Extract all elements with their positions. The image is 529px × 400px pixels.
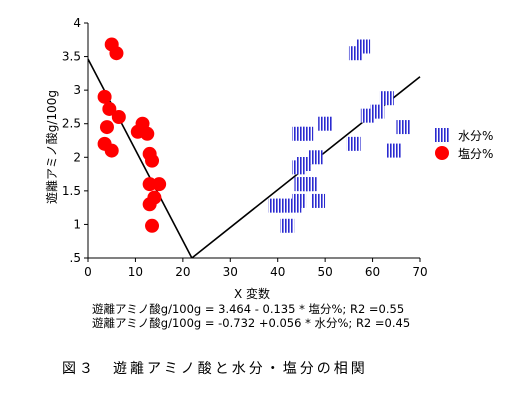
water-point bbox=[296, 157, 311, 171]
y-tick-label: 3 bbox=[73, 83, 81, 97]
salt-point bbox=[111, 110, 126, 124]
x-tick-label: 10 bbox=[128, 265, 143, 279]
water-point bbox=[275, 198, 290, 213]
water-point bbox=[308, 150, 323, 165]
salt-point bbox=[145, 218, 160, 233]
legend-water-label: 水分% bbox=[458, 129, 493, 143]
water-point bbox=[299, 126, 314, 141]
water-point bbox=[318, 116, 333, 131]
fit-lines bbox=[87, 58, 421, 259]
x-tick-label: 60 bbox=[365, 265, 380, 279]
y-axis-label: 遊離アミノ酸g/100g bbox=[44, 90, 59, 204]
water-point bbox=[346, 136, 361, 151]
salt-point bbox=[99, 120, 114, 135]
x-tick-label: 50 bbox=[318, 265, 333, 279]
y-tick-label: 2 bbox=[73, 150, 81, 164]
legend: 水分% 塩分% bbox=[435, 128, 493, 161]
figure-caption: 図３ 遊離アミノ酸と水分・塩分の相関 bbox=[62, 361, 368, 377]
water-point bbox=[370, 104, 385, 119]
y-tick-label: 1.5 bbox=[62, 184, 81, 198]
water-point bbox=[280, 218, 295, 233]
y-tick-label: 3.5 bbox=[62, 50, 81, 64]
x-tick-label: 0 bbox=[84, 265, 92, 279]
salt-point bbox=[145, 153, 160, 168]
legend-water-marker bbox=[435, 128, 449, 142]
equation-water: 遊離アミノ酸g/100g = -0.732 +0.056 * 水分%; R2 =… bbox=[92, 316, 410, 330]
y-tick-label: 4 bbox=[73, 16, 81, 30]
water-point bbox=[379, 91, 394, 106]
salt-point bbox=[152, 177, 167, 192]
x-tick-label: 30 bbox=[223, 265, 238, 279]
salt-point bbox=[109, 46, 124, 61]
x-tick-label: 20 bbox=[175, 265, 190, 279]
salt-point bbox=[104, 143, 119, 158]
water-point bbox=[311, 193, 326, 208]
water-point bbox=[356, 39, 371, 54]
equation-salt: 遊離アミノ酸g/100g = 3.464 - 0.135 * 塩分%; R2 =… bbox=[92, 302, 404, 316]
salt-point bbox=[97, 89, 112, 104]
x-tick-label: 70 bbox=[412, 265, 427, 279]
water-point bbox=[292, 193, 307, 208]
fit-line-salt bbox=[87, 58, 193, 259]
salt-point bbox=[140, 126, 155, 141]
legend-salt-marker bbox=[435, 146, 449, 160]
y-tick-label: 1 bbox=[73, 217, 81, 231]
y-tick-label: .5 bbox=[70, 251, 81, 265]
salt-series bbox=[97, 37, 167, 233]
water-point bbox=[386, 143, 401, 158]
salt-point bbox=[102, 101, 117, 116]
axes: .511.522.533.540 10 20 30 40 50 60 70 bbox=[62, 16, 428, 279]
x-axis-label: X 変数 bbox=[234, 286, 270, 301]
salt-point bbox=[142, 197, 157, 212]
water-point bbox=[396, 120, 411, 135]
legend-salt-label: 塩分% bbox=[458, 146, 493, 161]
y-tick-label: 2.5 bbox=[62, 117, 81, 131]
water-point bbox=[299, 177, 314, 192]
x-tick-label: 40 bbox=[270, 265, 285, 279]
water-series bbox=[268, 39, 411, 233]
